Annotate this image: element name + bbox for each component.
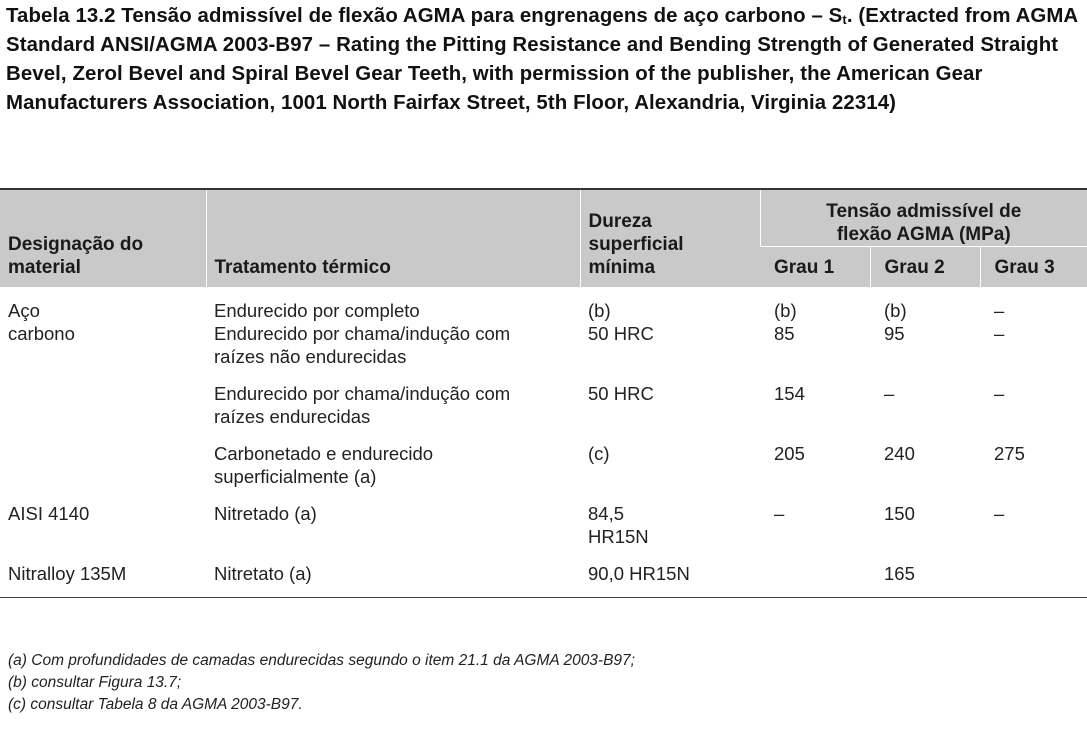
cell-grade2: (b) [884,300,907,321]
header-grade1: Grau 1 [760,246,870,287]
cell-treatment: Nitretato (a) [206,548,580,598]
cell-grade3: 275 [994,443,1025,464]
cell-treatment: Carbonetado e endurecido superficialment… [214,443,434,487]
caption-subscript: t [842,12,847,27]
cell-material: AISI 4140 [8,503,90,524]
cell-hardness: 90,0 HR15N [580,548,760,598]
cell-material: carbono [8,323,75,344]
cell-grade2: 165 [870,548,980,598]
table-footnotes: (a) Com profundidades de camadas endurec… [8,650,635,716]
cell-grade1 [760,548,870,598]
cell-grade3: – [994,503,1005,524]
footnote-a: (a) Com profundidades de camadas endurec… [8,652,635,669]
cell-hardness: 50 HRC [588,323,654,344]
table-header: Designação do material Tratamento térmic… [0,189,1087,287]
table-row: carbono Endurecido por chama/indução com… [0,322,1087,368]
header-hardness: Dureza superficial mínima [579,189,760,287]
data-table: Designação do material Tratamento térmic… [0,188,1087,598]
header-grade3: Grau 3 [979,246,1087,287]
cell-treatment: Endurecido por chama/indução com raízes … [214,383,511,427]
cell-grade1: 154 [774,383,805,404]
header-material: Designação do material [0,189,206,287]
table-row: Aço Endurecido por completo (b) (b) (b) … [0,287,1087,322]
cell-grade2: 150 [884,503,915,524]
header-grade2: Grau 2 [869,246,980,287]
cell-treatment: Endurecido por completo [214,300,420,321]
cell-treatment: Endurecido por chama/indução com raízes … [214,323,511,367]
table-container: Designação do material Tratamento térmic… [0,188,1087,598]
cell-hardness: 50 HRC [588,383,654,404]
cell-grade1: 85 [774,323,795,344]
table-body: Aço Endurecido por completo (b) (b) (b) … [0,287,1087,598]
table-row: AISI 4140 Nitretado (a) 84,5 HR15N – 150… [0,488,1087,548]
cell-grade2: – [884,383,895,404]
cell-grade3 [980,548,1087,598]
cell-hardness: (b) [588,300,611,321]
cell-hardness: 84,5 HR15N [588,503,649,547]
table-caption: Tabela 13.2 Tensão admissível de flexão … [6,2,1084,118]
footnote-c: (c) consultar Tabela 8 da AGMA 2003-B97. [8,696,303,713]
table-row: Endurecido por chama/indução com raízes … [0,368,1087,428]
caption-rest: . (Extracted from AGMA Standard ANSI/AGM… [6,5,1078,114]
footnote-b: (b) consultar Figura 13.7; [8,674,182,691]
cell-treatment: Nitretado (a) [214,503,317,524]
table-row: Nitralloy 135M Nitretato (a) 90,0 HR15N … [0,548,1087,598]
cell-grade3: – [994,300,1005,321]
table-row: Carbonetado e endurecido superficialment… [0,428,1087,488]
header-treatment: Tratamento térmico [205,189,580,287]
cell-material: Aço [8,300,40,321]
cell-material: Nitralloy 135M [0,548,206,598]
cell-grade3: – [994,323,1005,344]
cell-material [0,428,206,488]
cell-grade2: 95 [884,323,905,344]
cell-grade1: 205 [774,443,805,464]
cell-material [0,368,206,428]
cell-grade2: 240 [884,443,915,464]
cell-grade1: – [774,503,785,524]
header-stress-group: Tensão admissível de flexão AGMA (MPa) [759,189,1087,247]
cell-hardness: (c) [588,443,610,464]
cell-grade1: (b) [774,300,797,321]
cell-grade3: – [994,383,1005,404]
caption-main: Tabela 13.2 Tensão admissível de flexão … [6,5,843,27]
